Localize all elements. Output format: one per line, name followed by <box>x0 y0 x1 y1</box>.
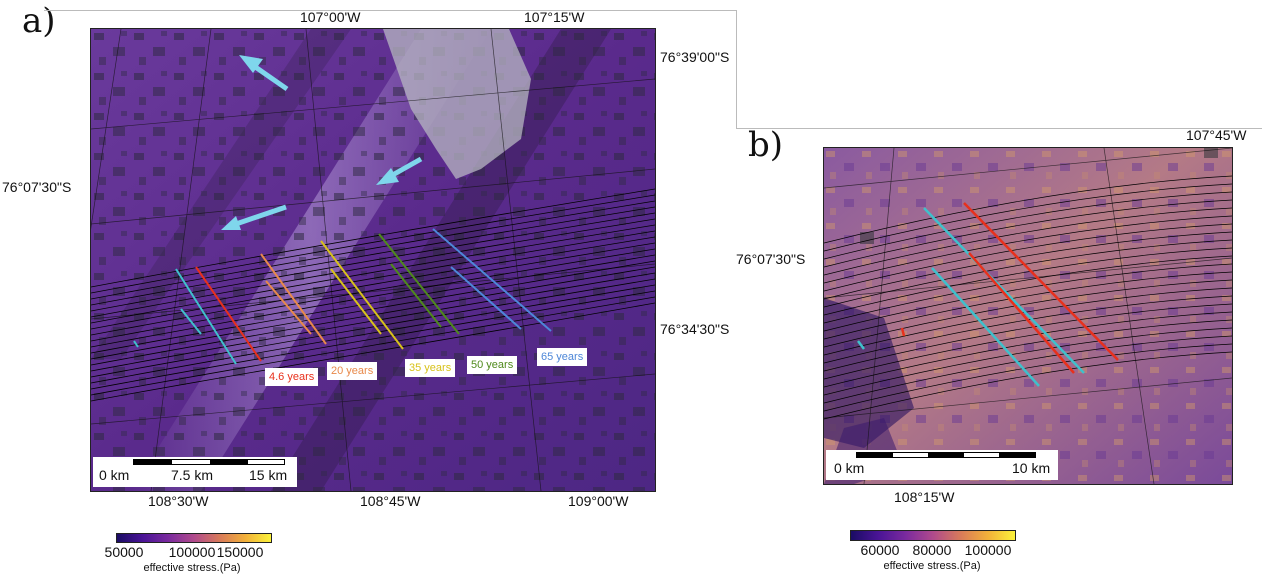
trace-red <box>195 266 262 362</box>
panel-a-outer-frame-right <box>736 10 737 128</box>
trace-b-cyan-1 <box>923 207 1085 374</box>
flow-arrow-icon <box>376 156 423 185</box>
trace-cyan-2 <box>180 308 202 335</box>
map-b-graticule <box>824 148 1232 484</box>
lon-label-108-45: 108°45'W <box>360 493 421 509</box>
colorbar-b <box>850 530 1016 541</box>
map-b-traces <box>857 202 1119 387</box>
scalebar-b-0: 0 km <box>834 460 865 476</box>
lon-label-107-00: 107°00'W <box>300 9 361 25</box>
lat-label-76-34: 76°34'30"S <box>660 321 730 337</box>
trace-b-cyan-small <box>857 340 865 350</box>
panel-a-label: a) <box>22 1 56 41</box>
trace-b-red-1 <box>963 202 1119 361</box>
lon-label-108-30: 108°30'W <box>148 493 209 509</box>
trace-orange-1 <box>260 253 327 345</box>
colorbar-b-tick-80000: 80000 <box>912 542 952 558</box>
colorbar-a-tick-100000: 100000 <box>168 544 216 560</box>
colorbar-a <box>116 533 272 543</box>
trace-b-red-2 <box>968 252 1075 374</box>
colorbar-a-tick-150000: 150000 <box>216 544 264 560</box>
label-4-6-years: 4.6 years <box>265 368 319 386</box>
lon-label-107-45: 107°45'W <box>1186 127 1247 143</box>
map-a-grey-region <box>383 29 531 179</box>
scalebar-a-15: 15 km <box>249 467 288 483</box>
lon-label-109-00: 109°00'W <box>568 493 629 509</box>
trace-blue-2 <box>450 266 522 330</box>
map-a-arrows <box>221 55 423 230</box>
scalebar-a-0: 0 km <box>99 467 130 483</box>
map-b-dark-patch <box>824 298 914 448</box>
lon-label-108-15: 108°15'W <box>894 489 955 505</box>
trace-b-cyan-2 <box>931 267 1040 387</box>
scalebar-b-segment <box>928 453 964 457</box>
trace-cyan-small <box>133 340 139 348</box>
map-panel-b: 0 km 10 km <box>823 147 1233 485</box>
trace-green-1 <box>378 233 460 335</box>
label-65-years: 65 years <box>537 348 588 366</box>
trace-yellow-1 <box>320 240 404 350</box>
colorbar-b-title: effective stress.(Pa) <box>883 560 981 572</box>
panel-b-label: b) <box>748 125 784 165</box>
label-50-years: 50 years <box>467 356 518 374</box>
map-a-svg <box>91 29 655 491</box>
scalebar-b-segment <box>857 453 893 457</box>
map-a-flowlines <box>91 188 655 402</box>
scalebar-a-7-5: 7.5 km <box>171 467 214 483</box>
colorbar-a-title: effective stress.(Pa) <box>143 562 241 574</box>
colorbar-b-tick-100000: 100000 <box>964 542 1012 558</box>
trace-green-2 <box>390 263 442 328</box>
lat-label-76-07-b: 76°07'30"S <box>736 251 806 267</box>
flow-arrow-icon <box>239 55 289 92</box>
map-b-grey-spot-2 <box>1204 148 1218 158</box>
scalebar-a-segment <box>134 460 172 464</box>
trace-blue-1 <box>432 228 552 332</box>
scalebar-b: 0 km 10 km <box>826 450 1058 480</box>
colorbar-a-tick-50000: 50000 <box>104 544 144 560</box>
scalebar-b-10: 10 km <box>1012 460 1051 476</box>
scalebar-b-segment <box>999 453 1035 457</box>
panel-b-outer-frame-top <box>736 128 1262 129</box>
scalebar-a-bar <box>133 459 285 465</box>
trace-b-red-small <box>900 327 906 337</box>
map-b-grey-spot <box>860 232 874 244</box>
scalebar-a-segment <box>210 460 248 464</box>
map-a-traces <box>133 228 552 365</box>
scalebar-a: 0 km 7.5 km 15 km <box>93 457 297 487</box>
label-35-years: 35 years <box>405 359 456 377</box>
panel-a-outer-frame <box>44 10 736 11</box>
scalebar-b-bar <box>856 452 1036 458</box>
flow-arrow-icon <box>221 204 287 230</box>
lat-label-76-39: 76°39'00"S <box>660 49 730 65</box>
lon-label-107-15: 107°15'W <box>524 9 585 25</box>
colorbar-b-tick-60000: 60000 <box>860 542 900 558</box>
trace-orange-2 <box>265 280 312 335</box>
label-20-years: 20 years <box>327 362 378 380</box>
map-b-svg <box>824 148 1232 484</box>
lat-label-76-07-a: 76°07'30"S <box>2 179 72 195</box>
map-panel-a: 4.6 years 20 years 35 years 50 years 65 … <box>90 28 656 492</box>
trace-yellow-2 <box>330 268 382 335</box>
trace-cyan-1 <box>175 268 237 365</box>
